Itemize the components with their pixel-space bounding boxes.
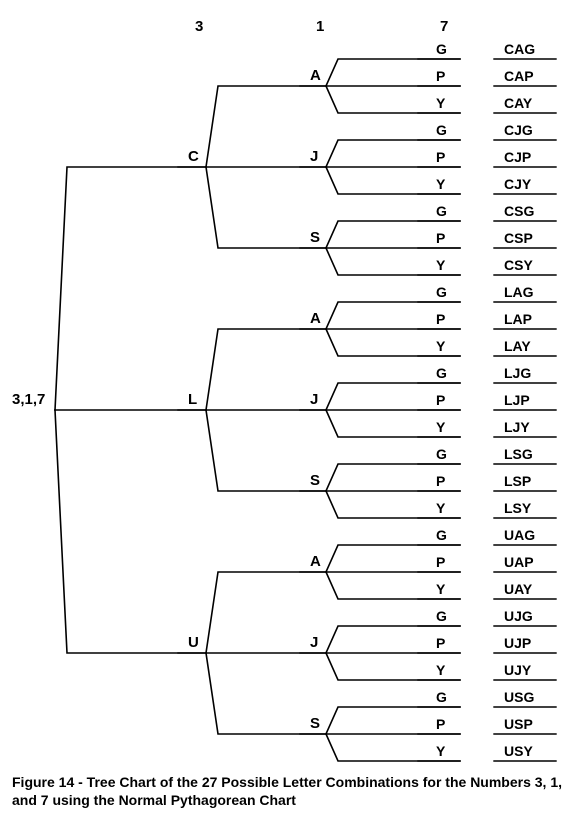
leaf-label-6: G: [436, 203, 447, 219]
level2-label-1: J: [310, 148, 318, 165]
leaf-label-23: Y: [436, 662, 445, 678]
leaf-label-17: Y: [436, 500, 445, 516]
combo-label-CAY: CAY: [504, 95, 532, 111]
combo-label-LJG: LJG: [504, 365, 531, 381]
column-header-2: 7: [440, 18, 448, 35]
leaf-label-1: P: [436, 68, 445, 84]
combo-label-CSG: CSG: [504, 203, 534, 219]
leaf-label-25: P: [436, 716, 445, 732]
leaf-label-15: G: [436, 446, 447, 462]
leaf-label-11: Y: [436, 338, 445, 354]
combo-label-USG: USG: [504, 689, 534, 705]
leaf-label-26: Y: [436, 743, 445, 759]
figure-caption: Figure 14 - Tree Chart of the 27 Possibl…: [12, 774, 576, 809]
level2-label-7: J: [310, 634, 318, 651]
leaf-label-8: Y: [436, 257, 445, 273]
leaf-label-3: G: [436, 122, 447, 138]
root-label: 3,1,7: [12, 391, 45, 408]
combo-label-CJG: CJG: [504, 122, 533, 138]
leaf-label-24: G: [436, 689, 447, 705]
leaf-label-19: P: [436, 554, 445, 570]
level2-label-0: A: [310, 67, 321, 84]
leaf-label-4: P: [436, 149, 445, 165]
tree-chart: 3 1 7 3,1,7 C L U A J S A J S A J S G CAG P CAP Y CAY G CJG P CJP…: [0, 0, 588, 822]
leaf-label-7: P: [436, 230, 445, 246]
level2-label-4: J: [310, 391, 318, 408]
leaf-label-14: Y: [436, 419, 445, 435]
combo-label-UJY: UJY: [504, 662, 531, 678]
leaf-label-12: G: [436, 365, 447, 381]
combo-label-LJP: LJP: [504, 392, 530, 408]
leaf-label-18: G: [436, 527, 447, 543]
column-header-1: 1: [316, 18, 324, 35]
combo-label-CSP: CSP: [504, 230, 533, 246]
combo-label-CAG: CAG: [504, 41, 535, 57]
tree-svg: [0, 0, 588, 822]
leaf-label-0: G: [436, 41, 447, 57]
level2-label-8: S: [310, 715, 320, 732]
leaf-label-9: G: [436, 284, 447, 300]
level2-label-6: A: [310, 553, 321, 570]
leaf-label-5: Y: [436, 176, 445, 192]
combo-label-USY: USY: [504, 743, 533, 759]
combo-label-USP: USP: [504, 716, 533, 732]
leaf-label-21: G: [436, 608, 447, 624]
level1-label-U: U: [188, 634, 199, 651]
combo-label-LSG: LSG: [504, 446, 533, 462]
combo-label-LAP: LAP: [504, 311, 532, 327]
combo-label-LAG: LAG: [504, 284, 534, 300]
leaf-label-13: P: [436, 392, 445, 408]
combo-label-UJP: UJP: [504, 635, 531, 651]
leaf-label-20: Y: [436, 581, 445, 597]
level2-label-3: A: [310, 310, 321, 327]
leaf-label-2: Y: [436, 95, 445, 111]
combo-label-CJP: CJP: [504, 149, 531, 165]
combo-label-CAP: CAP: [504, 68, 534, 84]
column-header-0: 3: [195, 18, 203, 35]
leaf-label-10: P: [436, 311, 445, 327]
combo-label-UAP: UAP: [504, 554, 534, 570]
combo-label-LAY: LAY: [504, 338, 531, 354]
combo-label-UJG: UJG: [504, 608, 533, 624]
leaf-label-16: P: [436, 473, 445, 489]
combo-label-CSY: CSY: [504, 257, 533, 273]
combo-label-LSY: LSY: [504, 500, 531, 516]
combo-label-CJY: CJY: [504, 176, 531, 192]
combo-label-LJY: LJY: [504, 419, 530, 435]
level2-label-2: S: [310, 229, 320, 246]
combo-label-UAG: UAG: [504, 527, 535, 543]
level2-label-5: S: [310, 472, 320, 489]
combo-label-LSP: LSP: [504, 473, 531, 489]
level1-label-L: L: [188, 391, 197, 408]
level1-label-C: C: [188, 148, 199, 165]
leaf-label-22: P: [436, 635, 445, 651]
combo-label-UAY: UAY: [504, 581, 532, 597]
